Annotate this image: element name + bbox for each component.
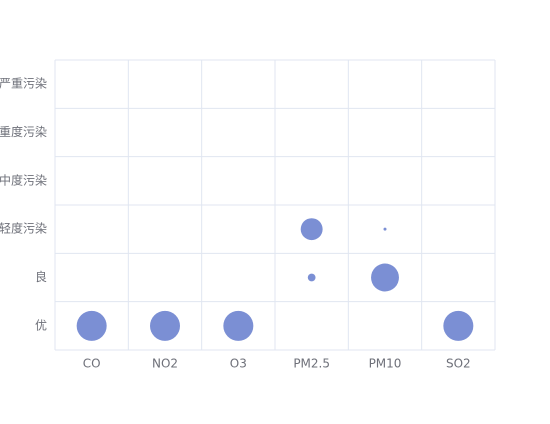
bubble: [371, 263, 399, 292]
y-tick-label: 重度污染: [0, 124, 47, 139]
y-tick-label: 严重污染: [0, 76, 47, 91]
bubble: [300, 218, 323, 241]
x-tick-label: PM2.5: [293, 357, 330, 371]
bubble: [443, 310, 474, 341]
x-tick-label: PM10: [369, 357, 402, 371]
x-tick-label: CO: [83, 357, 101, 371]
x-tick-label: O3: [230, 357, 247, 371]
bubble: [307, 273, 316, 282]
x-tick-label: NO2: [152, 357, 178, 371]
bubble: [150, 310, 180, 341]
y-tick-label: 轻度污染: [0, 221, 47, 236]
bubble: [223, 310, 254, 341]
y-tick-label: 中度污染: [0, 172, 47, 187]
bubble: [76, 310, 107, 341]
bubble: [383, 227, 387, 231]
x-tick-label: SO2: [446, 357, 471, 371]
y-tick-label: 良: [35, 269, 47, 284]
y-tick-label: 优: [35, 318, 47, 332]
